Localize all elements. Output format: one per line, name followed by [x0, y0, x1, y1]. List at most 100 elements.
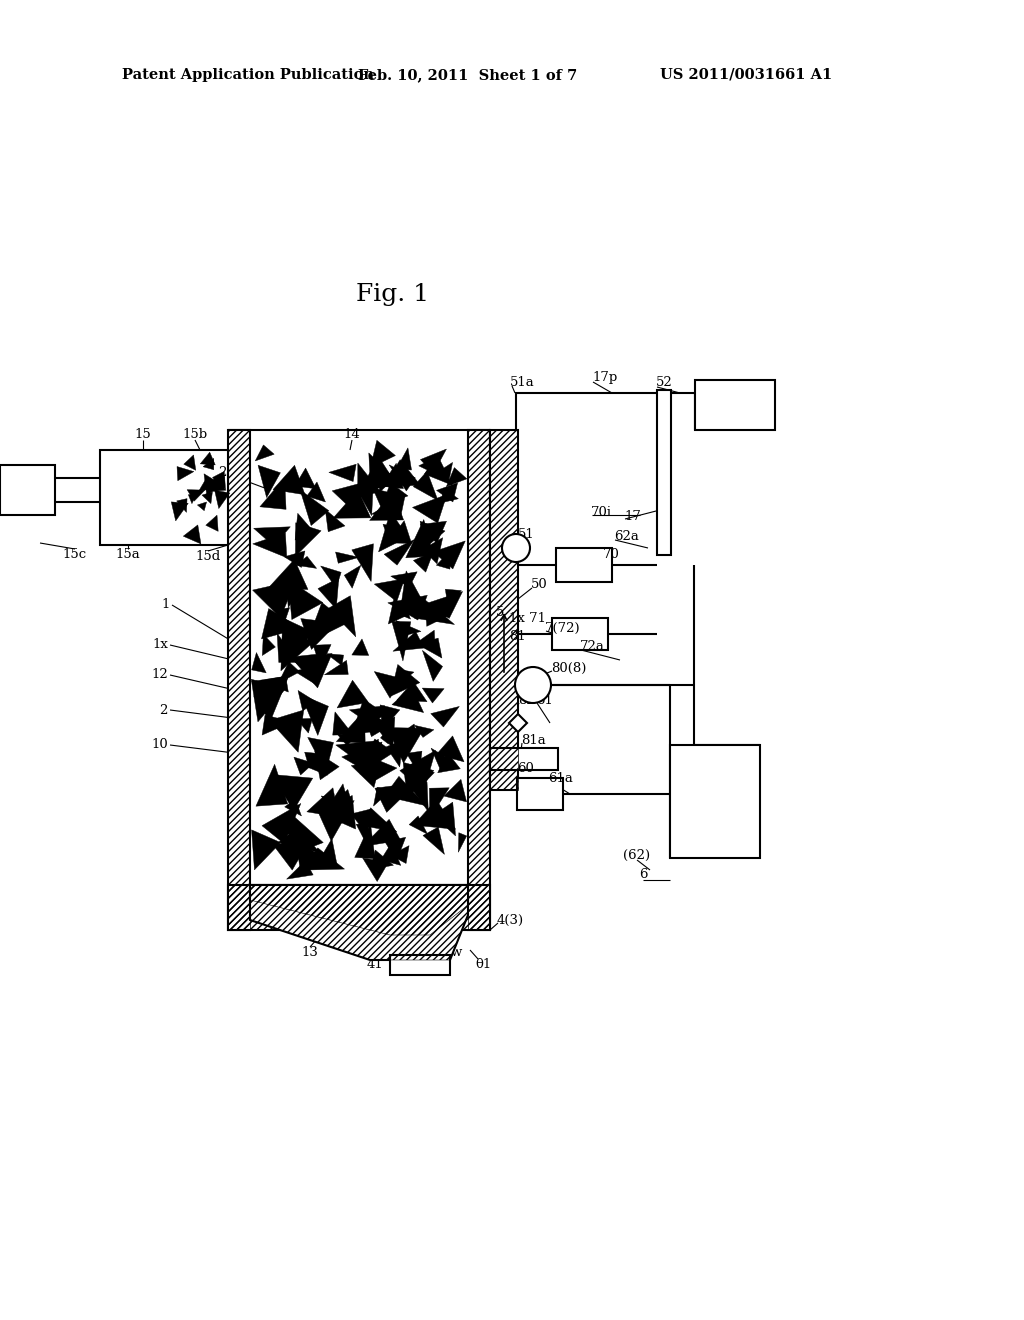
- Polygon shape: [362, 858, 389, 882]
- Polygon shape: [201, 453, 215, 465]
- Polygon shape: [351, 762, 381, 788]
- Polygon shape: [375, 672, 401, 698]
- Polygon shape: [322, 796, 355, 829]
- Polygon shape: [386, 741, 402, 767]
- Text: 61: 61: [536, 693, 553, 706]
- Polygon shape: [390, 954, 450, 975]
- Polygon shape: [314, 751, 339, 780]
- Polygon shape: [388, 520, 412, 544]
- Bar: [490, 430, 518, 789]
- Polygon shape: [357, 463, 381, 496]
- Polygon shape: [316, 801, 354, 841]
- Polygon shape: [371, 441, 395, 467]
- Polygon shape: [413, 495, 446, 523]
- Text: 81: 81: [509, 631, 525, 644]
- Bar: [228, 430, 250, 931]
- Polygon shape: [373, 488, 390, 508]
- Polygon shape: [337, 680, 369, 708]
- Bar: [468, 430, 490, 931]
- Polygon shape: [329, 595, 355, 636]
- Polygon shape: [436, 735, 464, 762]
- Polygon shape: [294, 668, 317, 685]
- Polygon shape: [393, 632, 424, 651]
- Polygon shape: [375, 783, 417, 812]
- Polygon shape: [215, 490, 229, 508]
- Polygon shape: [228, 884, 490, 931]
- Text: Patent Application Publication: Patent Application Publication: [122, 69, 374, 82]
- Polygon shape: [388, 599, 416, 624]
- Text: 5: 5: [496, 606, 505, 619]
- Polygon shape: [421, 449, 446, 474]
- Polygon shape: [325, 660, 348, 675]
- Polygon shape: [198, 502, 207, 511]
- Polygon shape: [410, 816, 428, 834]
- Polygon shape: [273, 834, 312, 870]
- Polygon shape: [252, 830, 281, 870]
- Polygon shape: [375, 578, 404, 602]
- Polygon shape: [262, 635, 275, 656]
- Polygon shape: [203, 458, 214, 470]
- Polygon shape: [356, 824, 370, 843]
- Polygon shape: [296, 842, 318, 869]
- Polygon shape: [183, 525, 201, 544]
- Text: (62): (62): [624, 849, 650, 862]
- Text: 12: 12: [152, 668, 168, 681]
- Polygon shape: [260, 676, 289, 692]
- Polygon shape: [380, 705, 399, 730]
- Text: 2: 2: [160, 704, 168, 717]
- Polygon shape: [436, 550, 450, 569]
- Polygon shape: [316, 838, 338, 867]
- Polygon shape: [388, 595, 427, 620]
- Polygon shape: [429, 788, 450, 818]
- Polygon shape: [287, 818, 302, 834]
- Polygon shape: [416, 766, 434, 789]
- Polygon shape: [353, 739, 379, 759]
- Bar: [695, 380, 775, 430]
- Bar: [657, 389, 671, 554]
- Polygon shape: [251, 680, 286, 722]
- Text: 17p: 17p: [592, 371, 617, 384]
- Polygon shape: [397, 681, 427, 702]
- Text: 7(72): 7(72): [545, 622, 581, 635]
- Polygon shape: [424, 591, 463, 618]
- Text: w: w: [451, 945, 462, 958]
- Text: 15a: 15a: [116, 549, 140, 561]
- Polygon shape: [210, 478, 226, 491]
- Polygon shape: [407, 770, 424, 783]
- Text: US 2011/0031661 A1: US 2011/0031661 A1: [660, 69, 833, 82]
- Polygon shape: [416, 630, 435, 652]
- Polygon shape: [305, 750, 328, 775]
- Polygon shape: [282, 618, 315, 653]
- Polygon shape: [261, 609, 300, 639]
- Text: 40: 40: [389, 958, 406, 972]
- Polygon shape: [414, 552, 433, 572]
- Polygon shape: [379, 511, 408, 552]
- Polygon shape: [392, 686, 424, 713]
- Bar: [517, 777, 563, 810]
- Polygon shape: [373, 717, 395, 748]
- Bar: [490, 430, 518, 789]
- Text: 11: 11: [424, 958, 440, 972]
- Polygon shape: [290, 826, 319, 851]
- Bar: [552, 618, 608, 649]
- Circle shape: [515, 667, 551, 704]
- Polygon shape: [278, 634, 298, 663]
- Bar: [670, 744, 760, 858]
- Polygon shape: [407, 751, 422, 775]
- Polygon shape: [252, 652, 266, 673]
- Polygon shape: [396, 669, 414, 686]
- Polygon shape: [206, 515, 218, 532]
- Polygon shape: [336, 552, 359, 564]
- Polygon shape: [258, 465, 281, 498]
- Polygon shape: [177, 499, 187, 512]
- Polygon shape: [332, 482, 364, 515]
- Polygon shape: [262, 804, 301, 843]
- Polygon shape: [254, 678, 288, 722]
- Polygon shape: [370, 491, 403, 520]
- Polygon shape: [202, 492, 212, 504]
- Polygon shape: [287, 861, 313, 879]
- Polygon shape: [437, 752, 461, 772]
- Polygon shape: [171, 502, 188, 521]
- Polygon shape: [415, 725, 434, 738]
- Text: 60: 60: [517, 762, 534, 775]
